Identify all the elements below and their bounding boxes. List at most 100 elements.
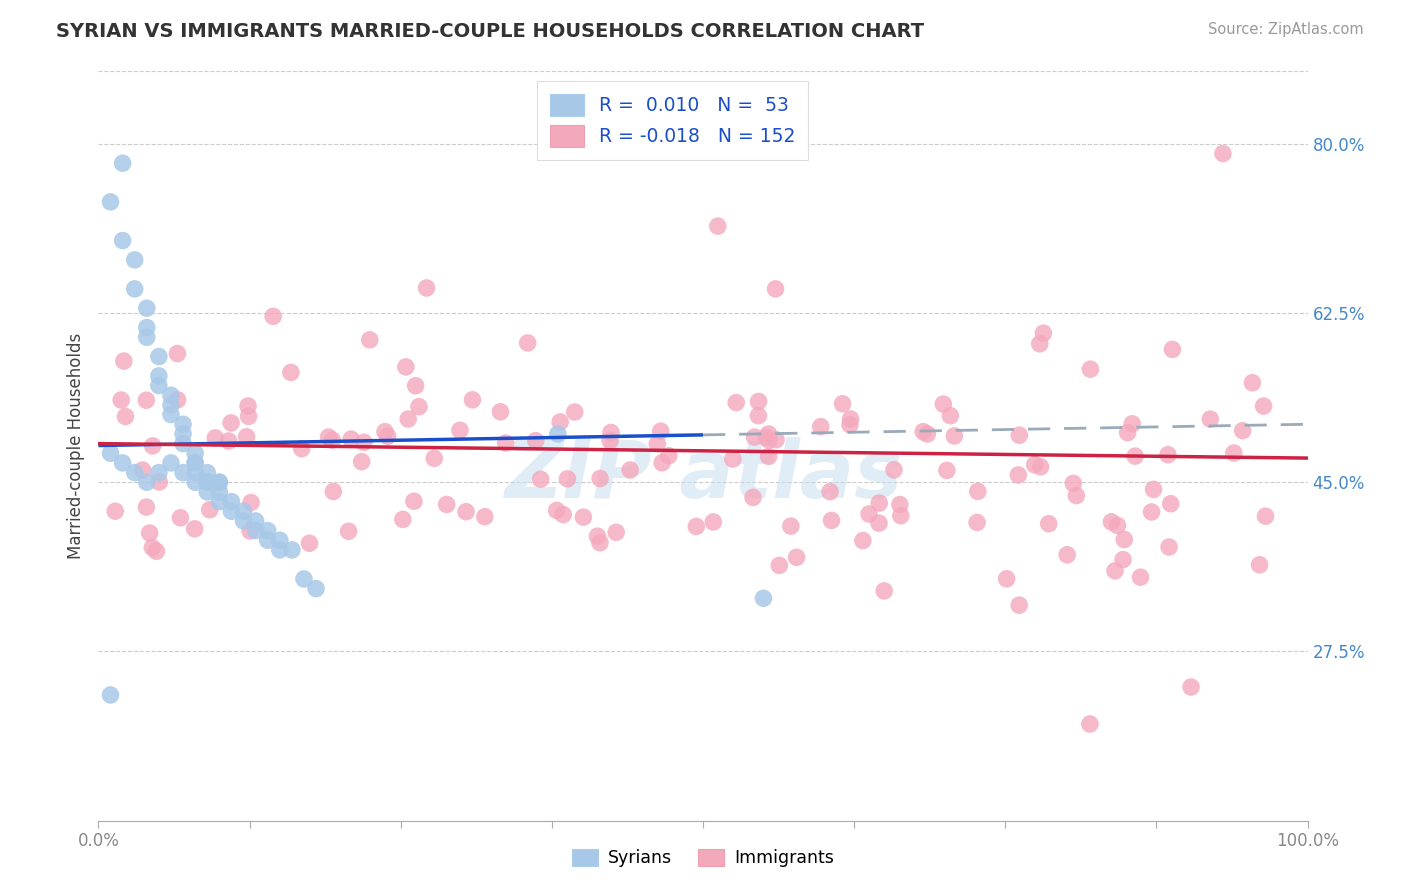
Point [564,405,586,419]
Point [169,510,191,524]
Point [262,310,284,324]
Point [184,446,207,460]
Point [1241,376,1264,390]
Point [1232,424,1254,438]
Point [160,398,183,412]
Point [912,425,935,439]
Point [889,498,911,512]
Point [104,504,127,518]
Point [966,484,988,499]
Point [589,471,612,485]
Point [586,529,609,543]
Point [1112,552,1135,566]
Point [148,475,170,489]
Point [619,463,641,477]
Legend: R =  0.010   N =  53, R = -0.018   N = 152: R = 0.010 N = 53, R = -0.018 N = 152 [537,81,808,160]
Point [124,466,146,480]
Point [758,427,780,442]
Point [135,475,157,490]
Point [184,456,207,470]
Point [160,456,183,470]
Point [873,583,896,598]
Text: ZIP atlas: ZIP atlas [503,437,903,515]
Point [305,582,328,596]
Point [110,392,132,407]
Point [239,524,262,538]
Point [145,544,167,558]
Point [1157,448,1180,462]
Point [546,503,568,517]
Point [1161,343,1184,357]
Point [321,433,343,447]
Point [135,320,157,334]
Point [548,415,571,429]
Point [245,514,267,528]
Point [553,508,575,522]
Point [183,522,205,536]
Point [868,516,890,531]
Point [256,524,278,538]
Point [172,426,194,441]
Point [758,450,780,464]
Point [1253,399,1275,413]
Point [1249,558,1271,572]
Point [995,572,1018,586]
Point [208,484,231,499]
Point [600,425,623,440]
Point [377,429,399,443]
Point [392,512,415,526]
Point [436,498,458,512]
Point [245,524,267,538]
Point [966,516,988,530]
Point [124,282,146,296]
Point [359,333,381,347]
Point [353,435,375,450]
Point [765,433,787,447]
Point [725,395,748,409]
Point [395,359,418,374]
Point [943,429,966,443]
Point [883,463,905,477]
Point [572,510,595,524]
Point [221,494,243,508]
Point [111,456,134,470]
Point [111,156,134,170]
Point [160,408,183,422]
Point [1029,336,1052,351]
Point [1038,516,1060,531]
Point [1142,483,1164,497]
Point [868,496,890,510]
Point [148,350,170,364]
Point [148,378,170,392]
Point [765,282,787,296]
Point [1123,449,1146,463]
Point [204,431,226,445]
Point [235,430,257,444]
Point [935,463,957,477]
Point [1157,540,1180,554]
Point [1099,515,1122,529]
Point [240,495,263,509]
Point [184,466,207,480]
Point [932,397,955,411]
Point [650,424,672,438]
Point [350,455,373,469]
Point [530,472,553,486]
Point [195,475,218,490]
Text: Source: ZipAtlas.com: Source: ZipAtlas.com [1208,22,1364,37]
Point [160,388,183,402]
Point [138,526,160,541]
Point [1008,598,1031,612]
Point [1121,417,1143,431]
Point [755,430,778,444]
Point [100,194,122,209]
Point [758,433,780,447]
Point [1080,362,1102,376]
Point [184,456,207,470]
Point [1062,476,1084,491]
Point [721,452,744,467]
Point [112,354,135,368]
Point [1212,146,1234,161]
Point [1199,412,1222,426]
Point [184,475,207,490]
